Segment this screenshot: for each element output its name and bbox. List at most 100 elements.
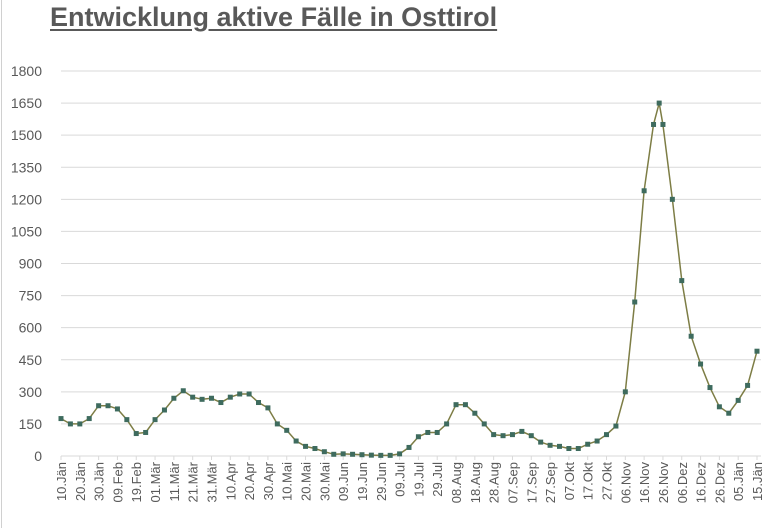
x-tick-label: 16.Nov — [637, 462, 652, 504]
data-point — [735, 397, 741, 403]
x-tick-label: 09.Jul — [393, 462, 408, 497]
x-tick-label: 17.Okt — [581, 462, 596, 501]
y-tick-label: 300 — [19, 384, 43, 400]
data-point — [218, 400, 224, 406]
y-axis-ticks: 0 150 300 450 600 750 900 1050 1200 1350 1500 1650 1… — [11, 63, 42, 464]
data-point — [171, 395, 177, 401]
x-tick-label: 18.Aug — [468, 462, 483, 503]
data-point — [641, 188, 647, 194]
data-point — [293, 438, 299, 444]
x-tick-label: 30.Apr — [261, 461, 276, 500]
data-point — [669, 196, 675, 202]
data-point — [180, 388, 186, 394]
x-tick-label: 06.Dez — [675, 462, 690, 503]
data-point — [472, 410, 478, 416]
data-point — [340, 451, 346, 457]
x-tick-label: 19.Jun — [355, 462, 370, 501]
x-tick-label: 27.Sep — [543, 462, 558, 503]
data-point — [143, 429, 149, 435]
x-tick-label: 31.Mär — [204, 461, 219, 502]
data-point — [152, 417, 158, 423]
data-point — [726, 410, 732, 416]
data-point — [133, 431, 139, 437]
x-tick-label: 21.Mär — [186, 461, 201, 502]
data-point — [86, 416, 92, 422]
y-tick-label: 0 — [34, 448, 42, 464]
data-point — [406, 444, 412, 450]
x-tick-label: 27.Okt — [600, 462, 615, 501]
y-tick-label: 1200 — [11, 191, 42, 207]
data-point — [660, 121, 666, 127]
data-point — [716, 404, 722, 410]
y-tick-label: 1350 — [11, 159, 42, 175]
data-point — [698, 361, 704, 367]
x-tick-label: 15.Jän — [750, 462, 765, 501]
data-point — [585, 441, 591, 447]
data-point — [613, 423, 619, 429]
data-point — [387, 452, 393, 458]
data-point — [77, 421, 83, 427]
x-tick-label: 11.Mär — [167, 461, 182, 501]
data-point — [547, 442, 553, 448]
x-tick-label: 20.Jän — [73, 462, 88, 501]
x-tick-label: 07.Sep — [505, 462, 520, 503]
data-point — [265, 405, 271, 411]
x-tick-label: 09.Jun — [336, 462, 351, 501]
x-tick-label: 01.Mär — [148, 461, 163, 502]
data-point — [190, 394, 196, 400]
x-tick-label: 16.Dez — [694, 462, 709, 503]
data-point — [425, 429, 431, 435]
data-point — [538, 439, 544, 445]
x-tick-label: 26.Nov — [656, 462, 671, 504]
data-point — [509, 432, 515, 438]
x-axis-ticks: 10.Jän 20.Jän 30.Jän 09.Feb 19.Feb 01.Mär 11.M… — [54, 456, 765, 503]
data-point — [594, 438, 600, 444]
data-point — [114, 406, 120, 412]
data-point — [359, 452, 365, 458]
gridlines — [61, 70, 761, 457]
x-tick-label: 10.Jän — [54, 462, 69, 501]
data-point — [227, 394, 233, 400]
data-point — [312, 446, 318, 452]
x-tick-label: 19.Jul — [411, 462, 426, 497]
data-point — [397, 451, 403, 457]
data-point — [707, 385, 713, 391]
x-tick-label: 08.Aug — [449, 462, 464, 503]
x-tick-label: 06.Nov — [618, 462, 633, 504]
chart-title: Entwicklung aktive Fälle in Osttirol — [50, 2, 498, 32]
data-point — [632, 299, 638, 305]
data-point — [453, 402, 459, 408]
data-point — [105, 403, 111, 409]
left-border — [1, 0, 2, 528]
x-tick-label: 19.Feb — [129, 462, 144, 502]
data-point — [237, 391, 243, 397]
data-point — [67, 421, 73, 427]
data-point — [622, 389, 628, 395]
data-point — [519, 428, 525, 434]
y-tick-label: 750 — [19, 288, 43, 304]
data-point — [528, 433, 534, 439]
data-point — [754, 348, 760, 354]
y-tick-label: 600 — [19, 320, 43, 336]
data-point — [331, 451, 337, 457]
y-tick-label: 900 — [19, 256, 43, 272]
data-point — [556, 443, 562, 449]
data-point — [688, 333, 694, 339]
data-point — [481, 421, 487, 427]
data-point — [679, 278, 685, 284]
x-tick-label: 30.Jän — [92, 462, 107, 501]
y-tick-label: 1500 — [11, 127, 42, 143]
data-point — [378, 452, 384, 458]
x-tick-label: 20.Mai — [299, 462, 314, 501]
data-point — [656, 100, 662, 106]
data-point — [651, 121, 657, 127]
data-point — [350, 451, 356, 457]
data-point — [58, 416, 64, 422]
x-tick-label: 05.Jän — [731, 462, 746, 501]
data-point — [274, 421, 280, 427]
data-point — [491, 432, 497, 438]
data-point — [575, 446, 581, 452]
data-point — [462, 402, 468, 408]
data-point — [415, 434, 421, 440]
